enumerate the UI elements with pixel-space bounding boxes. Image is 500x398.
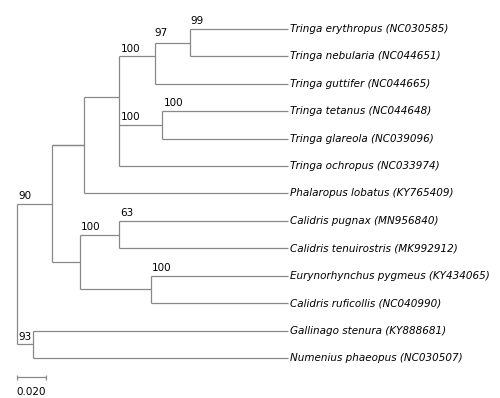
- Text: 63: 63: [120, 208, 134, 218]
- Text: Eurynorhynchus pygmeus (KY434065): Eurynorhynchus pygmeus (KY434065): [290, 271, 490, 281]
- Text: Tringa guttifer (NC044665): Tringa guttifer (NC044665): [290, 79, 430, 89]
- Text: 100: 100: [121, 112, 141, 122]
- Text: Calidris pugnax (MN956840): Calidris pugnax (MN956840): [290, 216, 438, 226]
- Text: 97: 97: [154, 28, 168, 39]
- Text: Tringa erythropus (NC030585): Tringa erythropus (NC030585): [290, 24, 448, 34]
- Text: 90: 90: [18, 191, 31, 201]
- Text: Tringa nebularia (NC044651): Tringa nebularia (NC044651): [290, 51, 440, 61]
- Text: 100: 100: [81, 222, 100, 232]
- Text: Gallinago stenura (KY888681): Gallinago stenura (KY888681): [290, 326, 446, 336]
- Text: Numenius phaeopus (NC030507): Numenius phaeopus (NC030507): [290, 353, 462, 363]
- Text: 100: 100: [121, 43, 141, 53]
- Text: 0.020: 0.020: [16, 387, 46, 397]
- Text: 100: 100: [164, 98, 183, 108]
- Text: 93: 93: [18, 332, 31, 341]
- Text: Calidris tenuirostris (MK992912): Calidris tenuirostris (MK992912): [290, 243, 458, 254]
- Text: Tringa tetanus (NC044648): Tringa tetanus (NC044648): [290, 106, 432, 116]
- Text: 100: 100: [152, 263, 172, 273]
- Text: Phalaropus lobatus (KY765409): Phalaropus lobatus (KY765409): [290, 188, 454, 199]
- Text: Tringa ochropus (NC033974): Tringa ochropus (NC033974): [290, 161, 440, 171]
- Text: 99: 99: [190, 16, 203, 26]
- Text: Tringa glareola (NC039096): Tringa glareola (NC039096): [290, 134, 434, 144]
- Text: Calidris ruficollis (NC040990): Calidris ruficollis (NC040990): [290, 298, 442, 308]
